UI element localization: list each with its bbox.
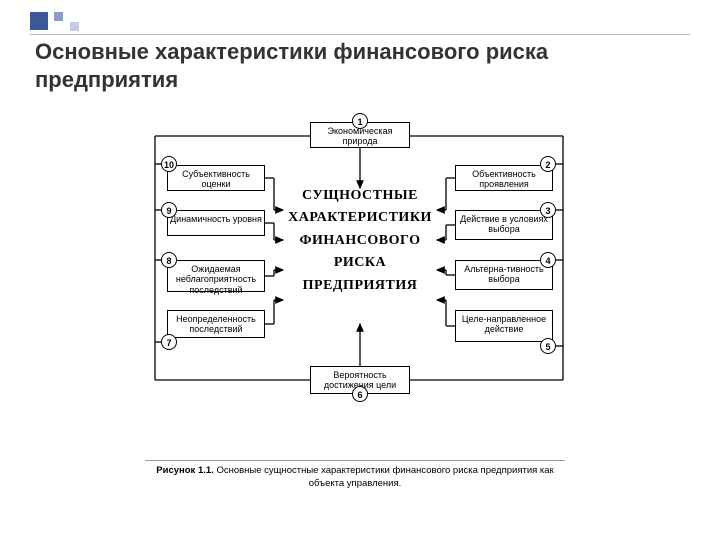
node-number-7: 7 bbox=[161, 334, 177, 350]
node-number-5: 5 bbox=[540, 338, 556, 354]
node-number-2: 2 bbox=[540, 156, 556, 172]
node-number-3: 3 bbox=[540, 202, 556, 218]
page-title: Основные характеристики финансового риск… bbox=[35, 38, 685, 93]
decor-square-small-1 bbox=[54, 12, 63, 21]
decor-square-small-2 bbox=[70, 22, 79, 31]
node-number-8: 8 bbox=[161, 252, 177, 268]
node-number-9: 9 bbox=[161, 202, 177, 218]
node-5: Целе-направленное действие bbox=[455, 310, 553, 342]
node-number-10: 10 bbox=[161, 156, 177, 172]
node-4: Альтерна-тивность выбора bbox=[455, 260, 553, 290]
diagram: СУЩНОСТНЫЕ ХАРАКТЕРИСТИКИ ФИНАНСОВОГО РИ… bbox=[145, 110, 565, 490]
node-number-4: 4 bbox=[540, 252, 556, 268]
header-underline bbox=[30, 34, 690, 35]
center-line-2: ХАРАКТЕРИСТИКИ bbox=[285, 207, 435, 229]
center-line-4: РИСКА bbox=[285, 252, 435, 274]
node-8: Ожидаемая неблагоприятность последствий bbox=[167, 260, 265, 292]
center-line-3: ФИНАНСОВОГО bbox=[285, 230, 435, 252]
node-3: Действие в условиях выбора bbox=[455, 210, 553, 240]
decor-square-large bbox=[30, 12, 48, 30]
node-number-6: 6 bbox=[352, 386, 368, 402]
center-line-1: СУЩНОСТНЫЕ bbox=[285, 185, 435, 207]
header-decor bbox=[30, 12, 79, 31]
center-line-5: ПРЕДПРИЯТИЯ bbox=[285, 275, 435, 297]
node-7: Неопределенность последствий bbox=[167, 310, 265, 338]
center-title: СУЩНОСТНЫЕ ХАРАКТЕРИСТИКИ ФИНАНСОВОГО РИ… bbox=[285, 185, 435, 297]
node-9: Динамичность уровня bbox=[167, 210, 265, 236]
node-10: Субъективность оценки bbox=[167, 165, 265, 191]
node-number-1: 1 bbox=[352, 113, 368, 129]
node-2: Объективность проявления bbox=[455, 165, 553, 191]
